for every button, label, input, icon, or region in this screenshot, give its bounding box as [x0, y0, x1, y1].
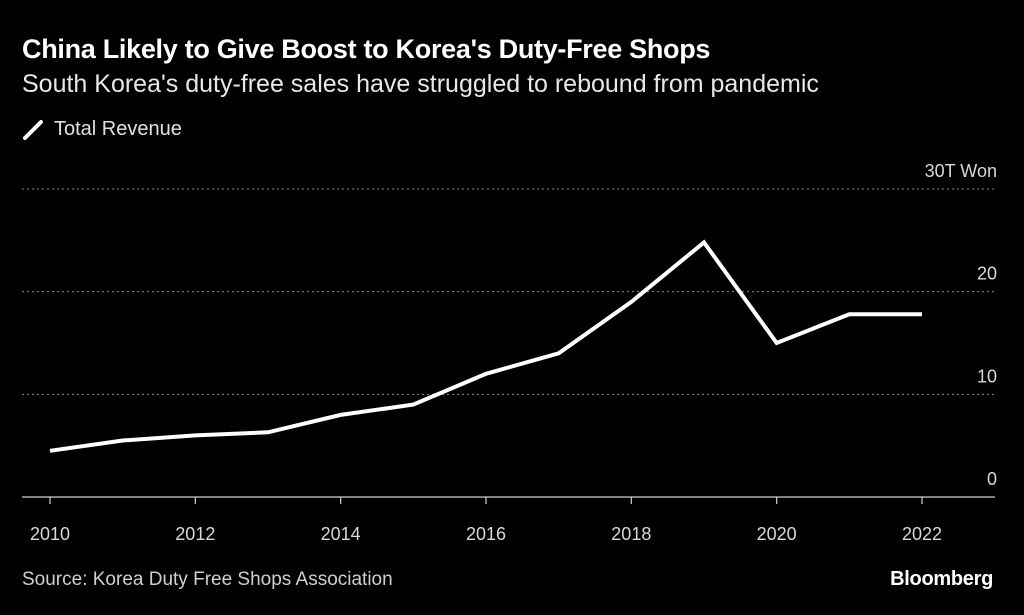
series-line-total-revenue	[49, 239, 922, 453]
y-tick-label: 20	[977, 264, 997, 284]
x-tick-label: 2020	[757, 524, 797, 544]
x-tick-label: 2010	[30, 524, 70, 544]
source-note: Source: Korea Duty Free Shops Associatio…	[22, 569, 393, 590]
chart-title: China Likely to Give Boost to Korea's Du…	[22, 34, 711, 64]
chart-subtitle: South Korea's duty-free sales have strug…	[22, 70, 819, 98]
x-tick-label: 2022	[902, 524, 942, 544]
legend-label: Total Revenue	[54, 118, 182, 140]
bloomberg-logo: Bloomberg	[890, 568, 993, 590]
y-tick-label: 10	[977, 366, 997, 386]
x-tick-label: 2018	[611, 524, 651, 544]
legend: Total Revenue	[22, 118, 182, 141]
x-tick-label: 2012	[175, 524, 215, 544]
x-tick-label: 2016	[466, 524, 506, 544]
y-tick-label: 0	[987, 469, 997, 489]
line-swatch-icon	[23, 119, 43, 140]
x-tick-label: 2014	[321, 524, 361, 544]
y-tick-label: 30T Won	[925, 161, 997, 181]
